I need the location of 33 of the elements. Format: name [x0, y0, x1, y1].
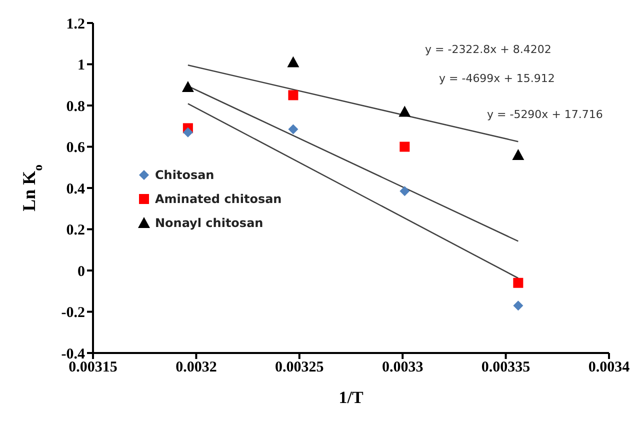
- y-tick-label: -0.4: [61, 346, 86, 362]
- y-tick-label: 0.8: [66, 98, 85, 115]
- y-tick-label: 0: [78, 264, 85, 280]
- point: [513, 300, 524, 311]
- y-tick-label: 0.6: [66, 140, 86, 156]
- y-tick-label: 0.4: [66, 181, 86, 198]
- y-tick-label: 1: [78, 58, 85, 74]
- point: [182, 80, 194, 92]
- point: [288, 90, 298, 100]
- x-tick-label: 0.00325: [275, 360, 324, 376]
- legend-label: Aminated chitosan: [155, 192, 282, 206]
- point: [512, 149, 524, 160]
- x-tick-label: 0.0033: [382, 360, 424, 376]
- legend-label: Nonayl chitosan: [155, 216, 264, 230]
- x-tick-label: 0.0034: [588, 360, 630, 376]
- point: [398, 106, 411, 117]
- x-axis-title: 1/T: [338, 388, 364, 407]
- point: [182, 127, 193, 138]
- point: [400, 142, 410, 152]
- x-tick-label: 0.00335: [481, 360, 530, 376]
- y-tick-label: 0.2: [66, 222, 85, 239]
- annotation: y = -5290x + 17.716: [487, 108, 603, 121]
- point: [513, 278, 524, 288]
- annotation: y = -4699x + 15.912: [439, 72, 555, 85]
- point: [400, 186, 410, 196]
- y-tick-label: -0.2: [61, 305, 85, 322]
- x-tick-label: 0.0032: [176, 360, 217, 376]
- annotation: y = -2322.8x + 8.4202: [425, 43, 552, 56]
- point: [287, 56, 300, 68]
- x-tick-label: 0.00315: [68, 360, 118, 376]
- legend-label: Chitosan: [155, 168, 214, 182]
- point: [288, 124, 298, 134]
- y-tick-label: 1.2: [66, 16, 85, 32]
